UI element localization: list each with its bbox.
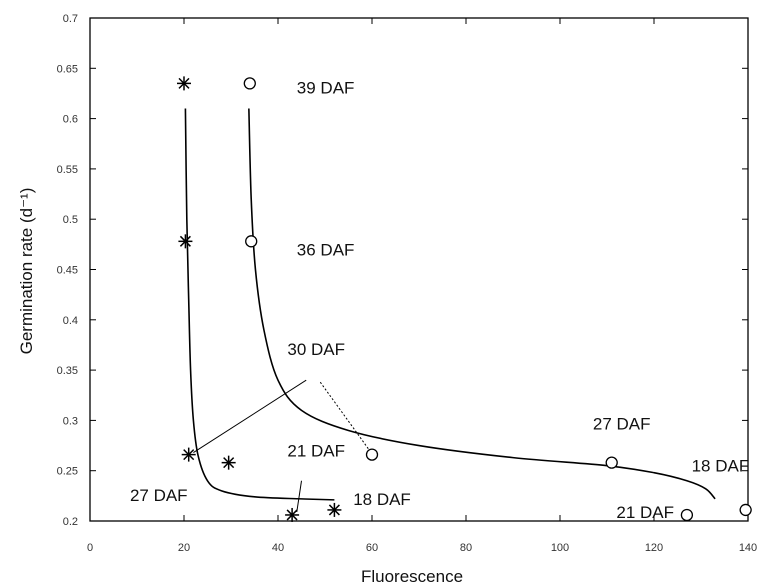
asterisk-marker bbox=[327, 502, 342, 517]
leader-line bbox=[319, 381, 371, 451]
annotation-label: 21 DAF bbox=[287, 442, 345, 461]
asterisk-marker bbox=[177, 76, 191, 91]
circle-marker bbox=[243, 77, 256, 90]
circle-marker bbox=[365, 448, 379, 461]
annotation-label: 18 DAF bbox=[353, 490, 411, 509]
annotation-label: 36 DAF bbox=[297, 240, 355, 259]
annotation-label: 30 DAF bbox=[287, 340, 345, 359]
asterisk-marker bbox=[221, 455, 236, 470]
y-tick-label: 0.55 bbox=[57, 164, 78, 176]
circle-marker bbox=[739, 503, 752, 517]
y-axis-title: Germination rate (d⁻¹) bbox=[17, 188, 36, 355]
x-tick-label: 20 bbox=[178, 542, 190, 554]
annotation-label: 18 DAF bbox=[692, 457, 750, 476]
y-axis-ticks: 0.2 0.25 0.3 0.35 0.4 0.45 0.5 0.55 0.6 0.65 0.7 bbox=[57, 13, 748, 528]
x-axis-title: Fluorescence bbox=[361, 567, 463, 585]
circle-marker bbox=[605, 456, 618, 469]
y-tick-label: 0.6 bbox=[63, 114, 78, 126]
leader-line bbox=[193, 379, 307, 454]
asterisk-marker bbox=[178, 234, 193, 249]
x-tick-label: 80 bbox=[460, 542, 472, 554]
annotation-label: 27 DAF bbox=[593, 414, 651, 433]
y-tick-label: 0.7 bbox=[63, 13, 78, 25]
x-tick-label: 0 bbox=[87, 542, 93, 554]
x-tick-label: 100 bbox=[551, 542, 569, 554]
leader-lines bbox=[193, 379, 371, 513]
y-tick-label: 0.35 bbox=[57, 365, 78, 377]
annotation-label: 27 DAF bbox=[130, 486, 188, 505]
leader-line bbox=[296, 480, 302, 513]
y-tick-label: 0.2 bbox=[63, 516, 78, 528]
annotation-label: 39 DAF bbox=[297, 78, 355, 97]
y-tick-label: 0.4 bbox=[63, 315, 78, 327]
circle-marker bbox=[245, 235, 258, 248]
y-tick-label: 0.45 bbox=[57, 265, 78, 277]
y-tick-label: 0.3 bbox=[63, 415, 78, 427]
y-tick-label: 0.5 bbox=[63, 214, 78, 226]
x-tick-label: 140 bbox=[739, 542, 757, 554]
data-points bbox=[177, 76, 752, 522]
fit-curves bbox=[184, 108, 716, 501]
x-axis-ticks: 0 20 40 60 80 100 120 140 bbox=[87, 18, 757, 554]
annotation-label: 21 DAF bbox=[616, 503, 674, 522]
y-tick-label: 0.25 bbox=[57, 466, 78, 478]
asterisk-marker bbox=[285, 507, 300, 522]
x-tick-label: 60 bbox=[366, 542, 378, 554]
circle-fit-curve bbox=[248, 108, 716, 500]
x-tick-label: 40 bbox=[272, 542, 284, 554]
point-annotations: 39 DAF 36 DAF 30 DAF 27 DAF 21 DAF 18 DAF 27 D… bbox=[130, 78, 749, 522]
y-tick-label: 0.65 bbox=[57, 63, 78, 75]
asterisk-marker bbox=[181, 447, 196, 462]
x-tick-label: 120 bbox=[645, 542, 663, 554]
circle-marker bbox=[680, 508, 694, 522]
